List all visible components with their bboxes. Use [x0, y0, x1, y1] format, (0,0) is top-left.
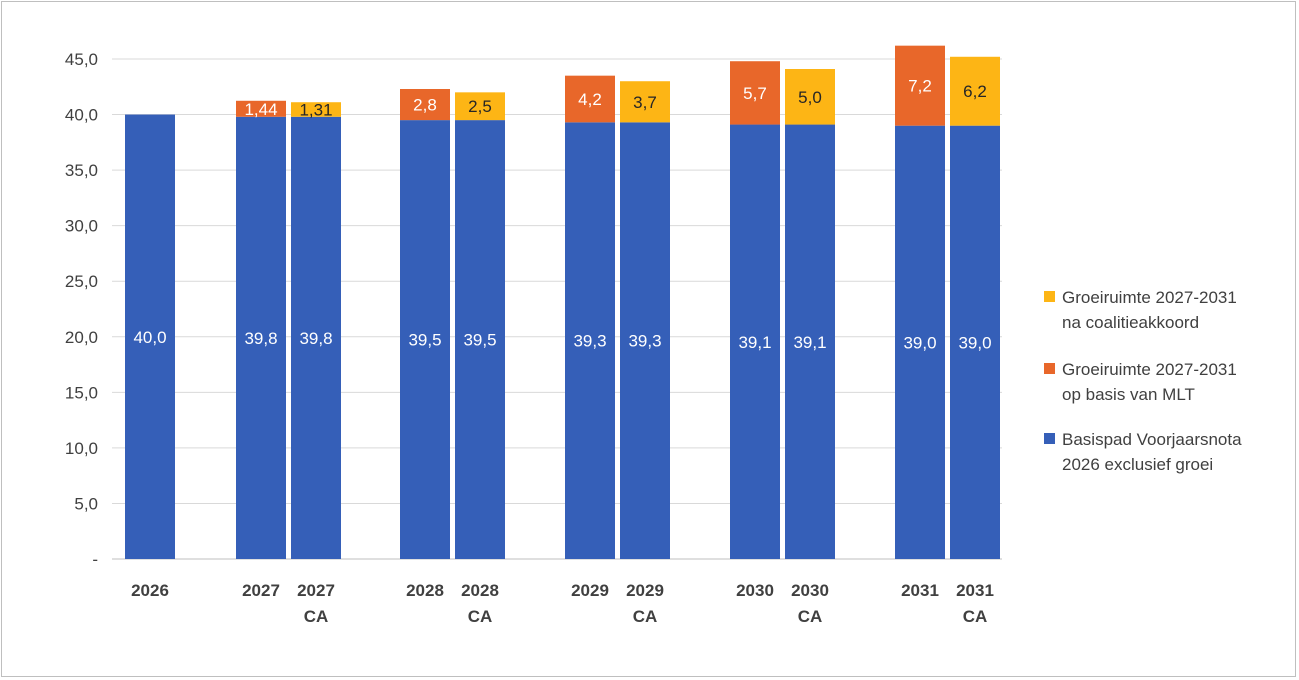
y-tick-label: 45,0 [65, 50, 98, 69]
data-label: 1,44 [244, 100, 277, 119]
data-label: 39,8 [299, 329, 332, 348]
x-tick-label: 2028 [406, 581, 444, 600]
legend-swatch [1044, 291, 1055, 302]
data-label: 39,0 [958, 333, 991, 352]
y-tick-label: 40,0 [65, 106, 98, 125]
bar-segment [730, 61, 780, 125]
bar-segment [400, 89, 450, 121]
data-label: 39,3 [628, 332, 661, 351]
y-tick-label: 35,0 [65, 161, 98, 180]
x-tick-label: 2031 [956, 581, 994, 600]
y-axis: - 5,0 10,0 15,0 20,0 25,0 30,0 35,0 40,0 45,0 [65, 50, 98, 569]
legend-label: Basispad Voorjaarsnota [1062, 430, 1242, 449]
bar-segment [895, 45, 945, 126]
bar-segment [950, 56, 1000, 126]
x-tick-label: 2029 [571, 581, 609, 600]
x-tick-label: 2026 [131, 581, 169, 600]
legend: Groeiruimte 2027-2031 na coalitieakkoord G… [1044, 288, 1242, 474]
x-tick-label: 2031 [901, 581, 939, 600]
x-tick-label: 2028 [461, 581, 499, 600]
bar-segment [565, 75, 615, 123]
data-label: 39,3 [573, 332, 606, 351]
data-labels: 40,0 39,8 1,44 39,8 1,31 39,5 2,8 39,5 2,5 39,3 4,… [133, 77, 991, 353]
legend-swatch [1044, 363, 1055, 374]
x-axis: 2026 2027 2027 CA 2028 2028 CA 2029 2029 CA 2030 20… [131, 581, 994, 626]
data-label: 39,8 [244, 329, 277, 348]
x-tick-label: CA [468, 607, 493, 626]
data-label: 1,31 [299, 101, 332, 120]
data-label: 5,0 [798, 88, 822, 107]
x-tick-label: CA [963, 607, 988, 626]
data-label: 4,2 [578, 90, 602, 109]
bar-segment [785, 124, 835, 560]
data-label: 39,1 [738, 333, 771, 352]
x-tick-label: CA [798, 607, 823, 626]
x-tick-label: 2027 [242, 581, 280, 600]
bar-segment [730, 124, 780, 560]
x-tick-label: 2030 [791, 581, 829, 600]
bar-segment [236, 116, 286, 560]
bar-segment [455, 120, 505, 559]
bar-segment [785, 69, 835, 125]
bar-segment [620, 81, 670, 123]
bar-segment [950, 125, 1000, 560]
bar-segment [125, 114, 175, 560]
bar-segment [291, 116, 341, 560]
data-label: 39,1 [793, 333, 826, 352]
x-tick-label: CA [633, 607, 658, 626]
legend-label: op basis van MLT [1062, 385, 1195, 404]
data-label: 39,5 [463, 331, 496, 350]
legend-label: Groeiruimte 2027-2031 [1062, 360, 1237, 379]
y-tick-label: 20,0 [65, 328, 98, 347]
y-tick-label: - [92, 550, 98, 569]
bar-segment [620, 122, 670, 559]
y-tick-label: 25,0 [65, 272, 98, 291]
data-label: 2,5 [468, 97, 492, 116]
bar-segment [565, 122, 615, 559]
legend-swatch [1044, 433, 1055, 444]
bar-segment [895, 125, 945, 560]
data-label: 5,7 [743, 84, 767, 103]
x-tick-label: 2027 [297, 581, 335, 600]
data-label: 39,0 [903, 333, 936, 352]
data-label: 2,8 [413, 96, 437, 115]
data-label: 39,5 [408, 331, 441, 350]
data-label: 40,0 [133, 328, 166, 347]
data-label: 6,2 [963, 82, 987, 101]
bar-segment [400, 120, 450, 559]
legend-label: Groeiruimte 2027-2031 [1062, 288, 1237, 307]
data-label: 7,2 [908, 77, 932, 96]
x-tick-label: 2030 [736, 581, 774, 600]
x-tick-label: CA [304, 607, 329, 626]
x-tick-label: 2029 [626, 581, 664, 600]
legend-label: 2026 exclusief groei [1062, 455, 1213, 474]
legend-label: na coalitieakkoord [1062, 313, 1199, 332]
y-tick-label: 30,0 [65, 217, 98, 236]
data-label: 3,7 [633, 93, 657, 112]
bars [125, 45, 1000, 560]
bar-segment [455, 92, 505, 121]
bar-segment [291, 102, 341, 117]
y-tick-label: 15,0 [65, 383, 98, 402]
y-tick-label: 10,0 [65, 439, 98, 458]
y-tick-label: 5,0 [74, 494, 98, 513]
bar-segment [236, 100, 286, 117]
